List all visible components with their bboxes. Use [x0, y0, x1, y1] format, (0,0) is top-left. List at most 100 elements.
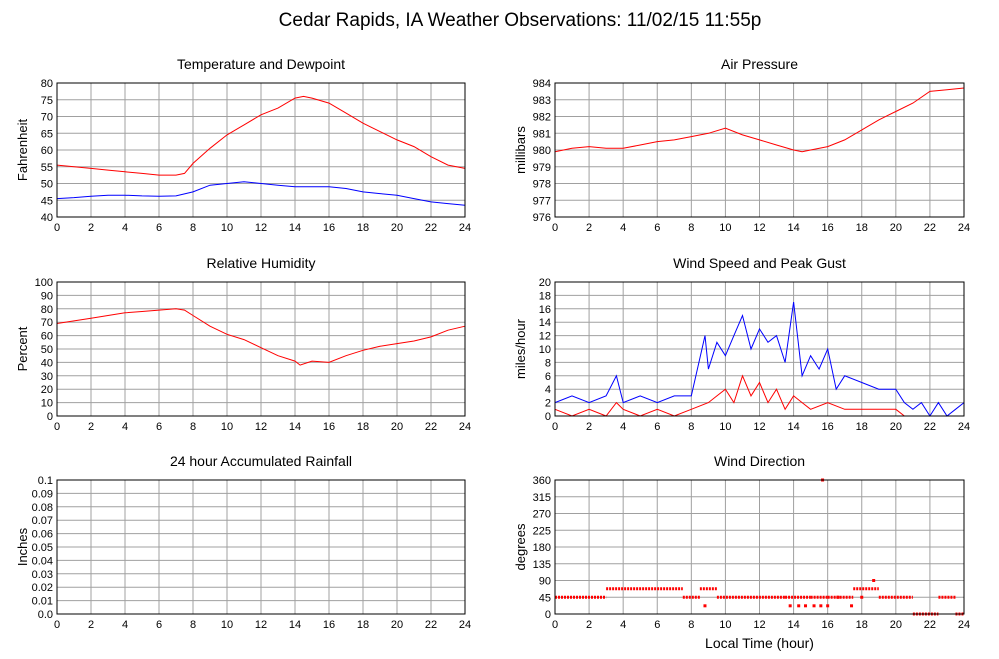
x-tick-label: 24 — [459, 421, 471, 433]
plot-frame — [554, 82, 965, 218]
y-tick-label: 90 — [41, 290, 53, 302]
y-tick-label: 65 — [41, 128, 53, 140]
x-tick-label: 6 — [156, 421, 162, 433]
x-tick-label: 4 — [122, 421, 128, 433]
y-tick-label: 40 — [41, 357, 53, 369]
x-tick-label: 8 — [190, 619, 196, 631]
x-tick-label: 10 — [221, 619, 233, 631]
x-tick-label: 0 — [54, 619, 60, 631]
y-tick-label: 80 — [41, 78, 53, 90]
x-tick-label: 20 — [890, 222, 902, 234]
y-axis-label: Inches — [15, 527, 30, 566]
y-tick-label: 978 — [533, 179, 551, 191]
x-tick-label: 8 — [190, 222, 196, 234]
x-tick-label: 16 — [822, 222, 834, 234]
x-tick-label: 18 — [856, 421, 868, 433]
y-tick-label: 45 — [539, 592, 551, 604]
y-tick-label: 10 — [539, 344, 551, 356]
y-tick-label: 977 — [533, 195, 551, 207]
y-tick-label: 0.01 — [32, 596, 53, 608]
y-tick-label: 60 — [41, 145, 53, 157]
x-tick-label: 10 — [221, 222, 233, 234]
x-tick-label: 4 — [620, 619, 626, 631]
x-tick-label: 20 — [391, 222, 403, 234]
y-tick-label: 180 — [533, 542, 551, 554]
x-tick-label: 4 — [620, 222, 626, 234]
x-tick-label: 22 — [425, 619, 437, 631]
y-tick-label: 55 — [41, 162, 53, 174]
y-axis-label: Fahrenheit — [15, 119, 30, 182]
x-axis-label: Local Time (hour) — [705, 635, 814, 651]
panel-title: Wind Speed and Peak Gust — [673, 255, 846, 271]
y-tick-label: 4 — [545, 384, 551, 396]
direction-point — [860, 595, 864, 599]
y-tick-label: 70 — [41, 112, 53, 124]
x-tick-label: 16 — [822, 619, 834, 631]
y-tick-label: 983 — [533, 95, 551, 107]
plot-frame — [56, 281, 466, 417]
x-tick-label: 6 — [156, 222, 162, 234]
y-axis-label: miles/hour — [513, 318, 528, 379]
x-tick-label: 6 — [156, 619, 162, 631]
y-axis-label: degrees — [513, 523, 528, 570]
y-tick-label: 10 — [41, 398, 53, 410]
x-tick-label: 10 — [221, 421, 233, 433]
y-tick-label: 0 — [47, 411, 53, 423]
y-tick-label: 16 — [539, 304, 551, 316]
x-tick-label: 14 — [289, 222, 301, 234]
series-line-1 — [56, 95, 466, 176]
x-tick-label: 12 — [753, 222, 765, 234]
y-tick-label: 0.1 — [38, 475, 53, 487]
y-tick-label: 0.08 — [32, 502, 53, 514]
x-tick-label: 20 — [391, 619, 403, 631]
direction-point — [804, 604, 808, 608]
x-tick-label: 14 — [289, 619, 301, 631]
y-tick-label: 0.05 — [32, 542, 53, 554]
y-tick-label: 0.04 — [32, 555, 53, 567]
x-tick-label: 12 — [753, 619, 765, 631]
y-tick-label: 90 — [539, 576, 551, 588]
y-tick-label: 976 — [533, 212, 551, 224]
x-tick-label: 22 — [425, 421, 437, 433]
y-tick-label: 0.02 — [32, 582, 53, 594]
x-tick-label: 10 — [719, 222, 731, 234]
x-tick-label: 16 — [323, 619, 335, 631]
x-tick-label: 6 — [654, 222, 660, 234]
x-tick-label: 0 — [552, 222, 558, 234]
y-tick-label: 80 — [41, 304, 53, 316]
x-tick-label: 0 — [552, 619, 558, 631]
y-tick-label: 360 — [533, 475, 551, 487]
x-tick-label: 20 — [890, 619, 902, 631]
y-tick-label: 50 — [41, 179, 53, 191]
x-tick-label: 18 — [856, 619, 868, 631]
series-line-1 — [56, 308, 466, 366]
y-tick-label: 20 — [41, 384, 53, 396]
direction-point — [812, 604, 816, 608]
series-line-2 — [554, 374, 964, 417]
y-tick-label: 50 — [41, 344, 53, 356]
y-axis-label: Percent — [15, 326, 30, 371]
x-tick-label: 0 — [54, 222, 60, 234]
x-tick-label: 2 — [88, 222, 94, 234]
series-line-1 — [554, 302, 965, 417]
direction-point — [872, 579, 876, 582]
x-tick-label: 14 — [787, 222, 799, 234]
x-tick-label: 14 — [289, 421, 301, 433]
x-tick-label: 14 — [787, 619, 799, 631]
x-tick-label: 4 — [122, 619, 128, 631]
y-tick-label: 0.07 — [32, 515, 53, 527]
x-tick-label: 4 — [122, 222, 128, 234]
y-tick-label: 270 — [533, 509, 551, 521]
x-tick-label: 22 — [924, 619, 936, 631]
direction-point — [788, 604, 792, 608]
x-tick-label: 16 — [323, 222, 335, 234]
x-tick-label: 24 — [958, 619, 970, 631]
x-tick-label: 18 — [357, 421, 369, 433]
y-tick-label: 0.03 — [32, 569, 53, 581]
y-tick-label: 0 — [545, 609, 551, 621]
direction-point — [797, 604, 801, 608]
x-tick-label: 12 — [255, 222, 267, 234]
y-tick-label: 20 — [539, 277, 551, 289]
